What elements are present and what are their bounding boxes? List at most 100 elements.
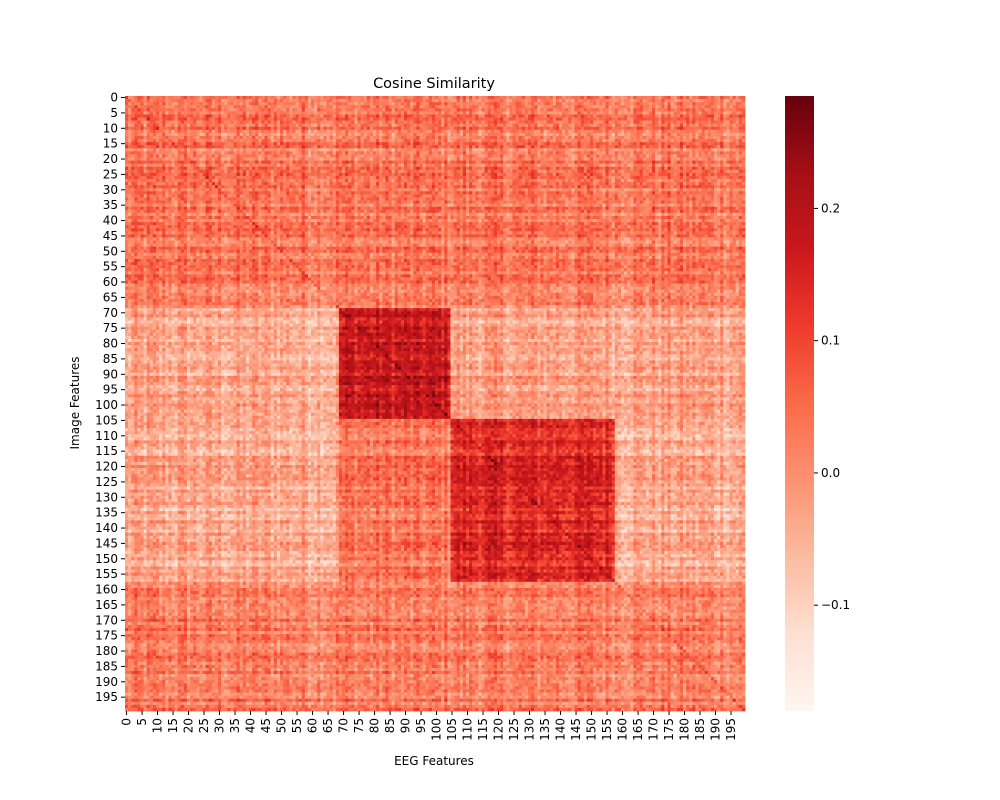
heatmap-cell	[373, 99, 376, 102]
heatmap-cell	[556, 130, 559, 133]
heatmap-cell	[327, 130, 330, 133]
heatmap-cell	[286, 111, 289, 114]
heatmap-cell	[488, 130, 491, 133]
heatmap-cell	[261, 111, 264, 114]
heatmap-cell	[330, 124, 333, 127]
heatmap-cell	[593, 99, 596, 102]
heatmap-cell	[726, 102, 729, 105]
heatmap-cell	[199, 133, 202, 136]
heatmap-cell	[203, 96, 206, 99]
heatmap-cell	[627, 99, 630, 102]
heatmap-cell	[447, 111, 450, 114]
heatmap-cell	[370, 99, 373, 102]
heatmap-cell	[150, 124, 153, 127]
heatmap-cell	[296, 108, 299, 111]
heatmap-cell	[286, 114, 289, 117]
heatmap-cell	[320, 96, 323, 99]
heatmap-cell	[354, 130, 357, 133]
heatmap-cell	[342, 124, 345, 127]
heatmap-cell	[689, 118, 692, 121]
heatmap-cell	[677, 96, 680, 99]
heatmap-cell	[237, 105, 240, 108]
heatmap-cell	[345, 96, 348, 99]
heatmap-cell	[358, 102, 361, 105]
heatmap-cell	[336, 108, 339, 111]
heatmap-cell	[612, 108, 615, 111]
heatmap-cell	[509, 118, 512, 121]
heatmap-cell	[144, 102, 147, 105]
heatmap-cell	[311, 96, 314, 99]
heatmap-cell	[457, 111, 460, 114]
heatmap-cell	[531, 121, 534, 124]
heatmap-cell	[652, 121, 655, 124]
heatmap-cell	[212, 118, 215, 121]
heatmap-cell	[320, 111, 323, 114]
heatmap-cell	[134, 124, 137, 127]
heatmap-cell	[274, 118, 277, 121]
heatmap-cell	[475, 136, 478, 139]
heatmap-cell	[249, 111, 252, 114]
heatmap-cell	[602, 102, 605, 105]
heatmap-cell	[677, 121, 680, 124]
heatmap-cell	[156, 136, 159, 139]
heatmap-cell	[165, 111, 168, 114]
heatmap-cell	[187, 133, 190, 136]
heatmap-cell	[212, 130, 215, 133]
heatmap-cell	[475, 114, 478, 117]
heatmap-cell	[633, 105, 636, 108]
heatmap-cell	[336, 96, 339, 99]
heatmap-cell	[128, 105, 131, 108]
heatmap-cell	[494, 102, 497, 105]
heatmap-cell	[395, 99, 398, 102]
heatmap-cell	[336, 124, 339, 127]
heatmap-cell	[711, 118, 714, 121]
heatmap-cell	[587, 114, 590, 117]
heatmap-cell	[575, 102, 578, 105]
heatmap-cell	[426, 118, 429, 121]
heatmap-cell	[643, 130, 646, 133]
heatmap-cell	[575, 127, 578, 130]
heatmap-cell	[578, 99, 581, 102]
heatmap-cell	[407, 102, 410, 105]
heatmap-cell	[441, 130, 444, 133]
heatmap-cell	[720, 105, 723, 108]
heatmap-cell	[444, 121, 447, 124]
heatmap-cell	[218, 108, 221, 111]
heatmap-cell	[206, 130, 209, 133]
heatmap-cell	[345, 130, 348, 133]
heatmap-cell	[575, 121, 578, 124]
heatmap-cell	[466, 99, 469, 102]
heatmap-cell	[413, 136, 416, 139]
heatmap-cell	[522, 124, 525, 127]
heatmap-cell	[550, 133, 553, 136]
heatmap-cell	[376, 96, 379, 99]
heatmap-cell	[209, 121, 212, 124]
heatmap-cell	[314, 114, 317, 117]
heatmap-cell	[602, 124, 605, 127]
heatmap-cell	[218, 124, 221, 127]
heatmap-cell	[652, 96, 655, 99]
heatmap-cell	[587, 133, 590, 136]
heatmap-cell	[633, 99, 636, 102]
heatmap-cell	[726, 118, 729, 121]
heatmap-cell	[559, 108, 562, 111]
heatmap-cell	[664, 111, 667, 114]
heatmap-cell	[215, 111, 218, 114]
heatmap-cell	[249, 136, 252, 139]
heatmap-cell	[134, 96, 137, 99]
heatmap-cell	[364, 136, 367, 139]
heatmap-cell	[695, 114, 698, 117]
heatmap-cell	[695, 96, 698, 99]
heatmap-cell	[283, 105, 286, 108]
heatmap-cell	[376, 127, 379, 130]
heatmap-cell	[289, 99, 292, 102]
heatmap-cell	[230, 124, 233, 127]
heatmap-cell	[624, 114, 627, 117]
heatmap-cell	[125, 136, 128, 139]
heatmap-cell	[348, 136, 351, 139]
heatmap-cell	[739, 96, 742, 99]
heatmap-cell	[327, 121, 330, 124]
heatmap-cell	[227, 105, 230, 108]
heatmap-cell	[280, 133, 283, 136]
heatmap-cell	[320, 99, 323, 102]
